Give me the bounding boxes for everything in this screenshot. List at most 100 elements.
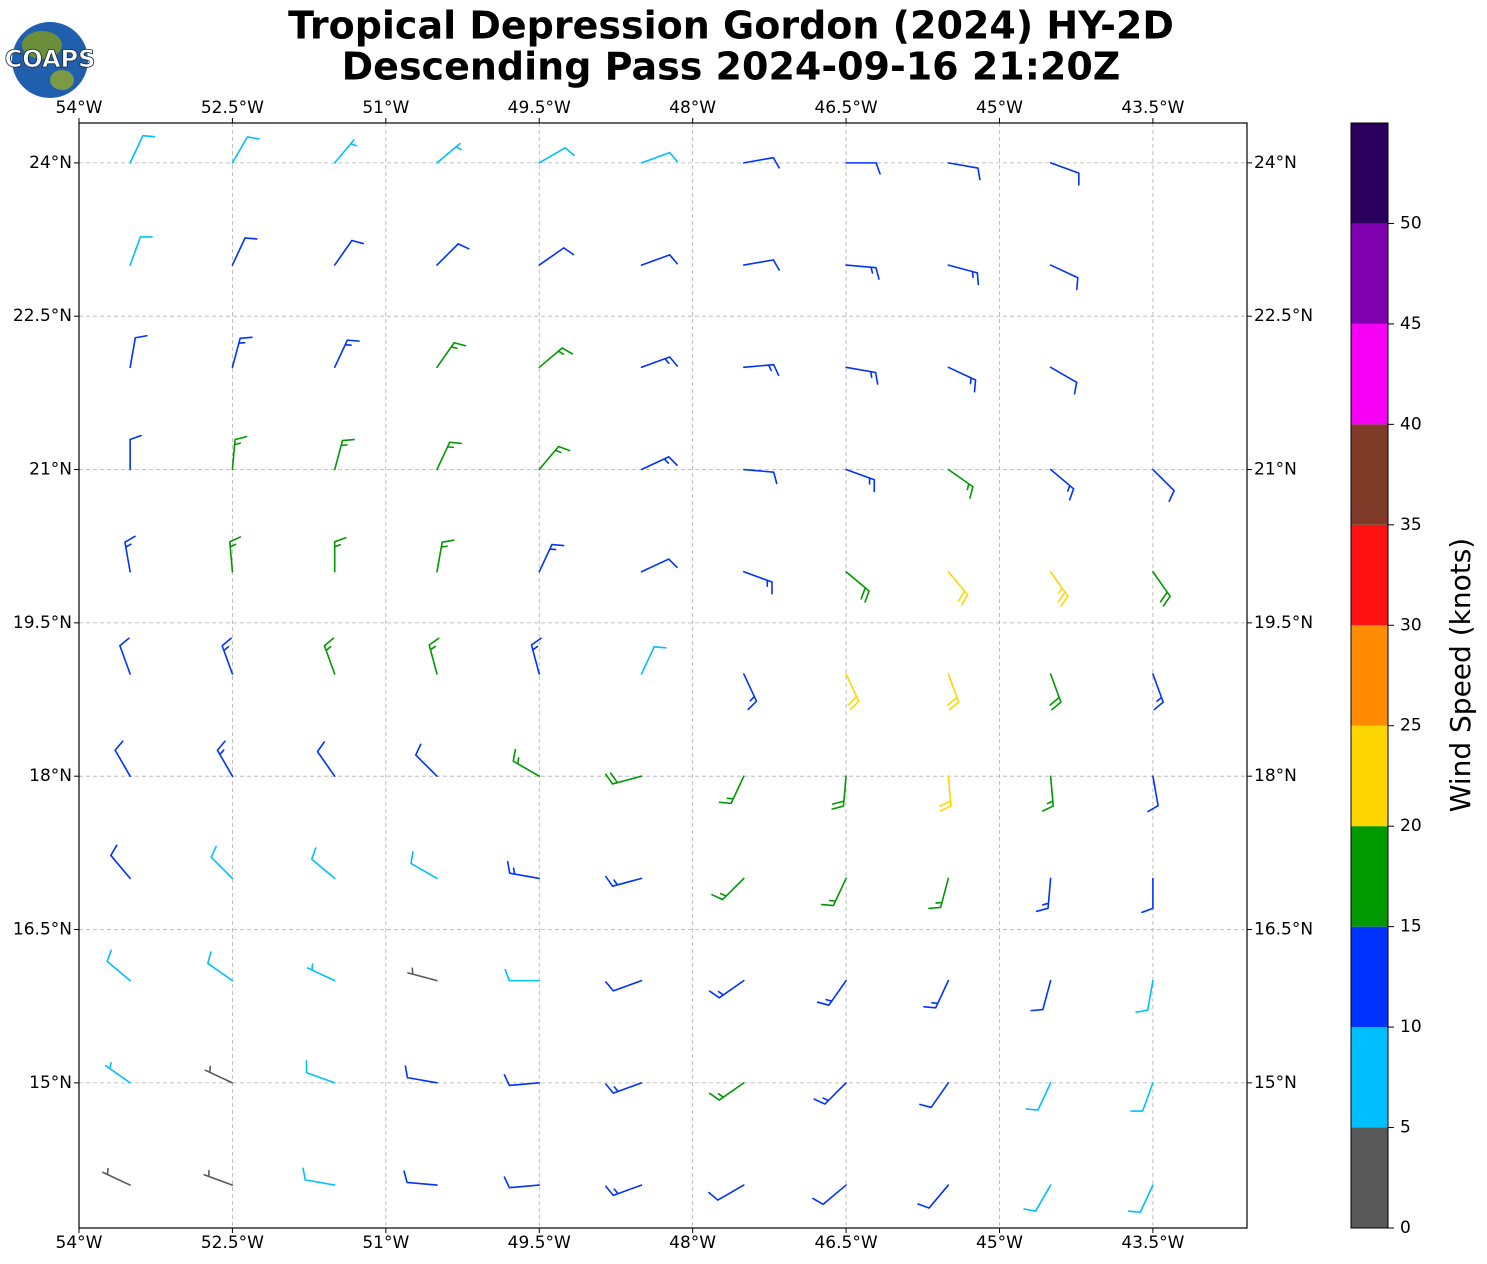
wind-barb: [1135, 979, 1154, 1013]
wind-barb: [436, 341, 467, 369]
wind-barb: [302, 1167, 336, 1186]
wind-barb: [503, 1176, 541, 1189]
colorbar-tick-label: 50: [1400, 213, 1422, 233]
wind-barb: [410, 851, 438, 880]
wind-barb: [816, 979, 847, 1006]
x-tick-label: 43.5°W: [1121, 1233, 1184, 1253]
colorbar-tick-label: 35: [1400, 515, 1422, 535]
colorbar-segment: [1351, 926, 1388, 1028]
wind-barb: [640, 356, 679, 369]
logo: COAPS: [4, 22, 96, 98]
wind-barb: [1041, 775, 1055, 812]
wind-barb: [718, 775, 745, 805]
wind-barb: [204, 1065, 234, 1084]
logo-land: [50, 70, 74, 90]
wind-barb: [538, 445, 571, 471]
wind-barb: [640, 254, 679, 266]
wind-barb: [124, 535, 136, 573]
wind-barb: [831, 775, 847, 810]
wind-barb: [640, 558, 678, 573]
colorbar-segment: [1351, 826, 1388, 927]
wind-barb: [1147, 775, 1159, 813]
wind-barb: [845, 673, 860, 711]
wind-barb: [323, 637, 336, 675]
wind-barb: [538, 543, 565, 573]
wind-barb: [1049, 162, 1080, 186]
colorbar-segment: [1351, 524, 1388, 626]
colorbar-segment: [1351, 123, 1388, 224]
wind-barb: [711, 877, 745, 901]
x-tick-label: 48°W: [669, 1233, 716, 1253]
wind-barb: [708, 979, 745, 999]
colorbar-segment: [1351, 1127, 1388, 1228]
wind-barb: [428, 637, 440, 675]
wind-barb: [742, 468, 778, 485]
wind-barb: [640, 645, 667, 675]
x-tick-label: 51°W: [362, 1233, 409, 1253]
colorbar: 0 5 10 15 20 25 30 35 40 45 50: [1350, 122, 1422, 1238]
wind-barb: [216, 740, 234, 777]
wind-barb: [333, 536, 347, 573]
wind-barb: [506, 860, 541, 880]
wind-barb: [947, 264, 980, 286]
wind-barb: [231, 136, 260, 164]
wind-barb: [742, 156, 780, 169]
wind-barb: [110, 844, 131, 880]
wind-barb: [939, 775, 952, 812]
wind-barb: [845, 468, 876, 493]
wind-barb: [414, 743, 438, 777]
x-tick-label: 52.5°W: [201, 1233, 264, 1253]
colorbar-segment: [1351, 725, 1388, 827]
wind-barb: [538, 347, 574, 369]
wind-barb: [119, 637, 131, 675]
colorbar-segment: [1351, 625, 1388, 726]
colorbar-segment: [1351, 424, 1388, 525]
wind-barb: [129, 434, 142, 471]
y-tick-label: 24°N: [1254, 153, 1297, 173]
map-frame: [78, 122, 1248, 1229]
wind-barb: [436, 243, 470, 266]
wind-barb: [1035, 877, 1052, 913]
colorbar-tick-label: 45: [1400, 314, 1422, 334]
wind-barb: [812, 1184, 847, 1206]
wind-barb: [605, 1184, 643, 1197]
wind-barb: [229, 536, 242, 573]
wind-barb: [129, 134, 156, 164]
wind-barb: [221, 637, 234, 675]
wind-barb: [742, 259, 780, 271]
wind-barb: [333, 139, 358, 164]
colorbar-tick-label: 25: [1400, 716, 1422, 736]
wind-barb: [923, 979, 950, 1009]
wind-barb: [742, 673, 758, 711]
x-tick-label: 49.5°W: [508, 1233, 571, 1253]
wind-barb: [106, 949, 131, 982]
wind-barb: [1130, 1082, 1154, 1112]
y-tick-label: 19.5°N: [1254, 613, 1313, 633]
y-tick-label: 15°N: [1254, 1073, 1297, 1093]
colorbar-tick-label: 30: [1400, 615, 1422, 635]
wind-barbs: [102, 134, 1175, 1214]
wind-barb: [231, 237, 258, 266]
wind-barb: [708, 1184, 745, 1201]
wind-barb: [947, 468, 974, 499]
wind-barb: [305, 1060, 336, 1084]
wind-barb: [1049, 570, 1069, 607]
wind-barb: [1025, 1082, 1052, 1111]
x-tick-label: 51°W: [362, 98, 409, 118]
wind-barb: [1049, 468, 1075, 501]
x-tick-label: 45°W: [976, 1233, 1023, 1253]
wind-barb: [114, 740, 131, 777]
wind-barb: [512, 748, 541, 777]
x-tick-label: 43.5°W: [1121, 98, 1184, 118]
wind-barb: [129, 334, 148, 369]
wind-barb: [333, 339, 360, 369]
wind-barb: [1049, 366, 1078, 395]
wind-barb: [640, 456, 678, 471]
wind-barb: [403, 1170, 438, 1186]
wind-barb: [1049, 264, 1079, 291]
colorbar-tick-label: 0: [1400, 1218, 1411, 1238]
wind-barb: [845, 264, 880, 280]
wind-barb: [129, 236, 153, 266]
wind-barb: [708, 1082, 745, 1101]
wind-barb: [1152, 673, 1164, 711]
